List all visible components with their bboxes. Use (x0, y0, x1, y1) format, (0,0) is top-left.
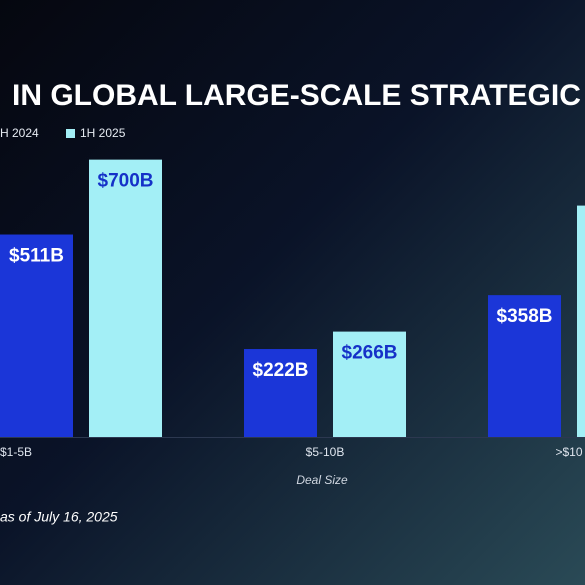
value-label: $222B (253, 360, 309, 381)
x-tick-label: $1-5B (0, 445, 32, 459)
bar (333, 331, 406, 437)
chart-title: IN GLOBAL LARGE-SCALE STRATEGIC DEALM (12, 79, 585, 112)
value-label: $358B (497, 306, 553, 327)
bar (0, 234, 73, 437)
value-label: $511B (9, 246, 64, 267)
x-tick-label: $5-10B (306, 445, 345, 459)
legend-label: H 2024 (0, 126, 39, 140)
bar (577, 205, 585, 437)
x-axis-label: Deal Size (296, 473, 348, 487)
bar (244, 349, 317, 437)
value-label: $266B (342, 343, 398, 364)
footnote: as of July 16, 2025 (0, 509, 118, 525)
bar (488, 295, 561, 437)
bar (89, 159, 162, 437)
value-label: $700B (98, 171, 154, 192)
x-tick-label: >$10 (555, 445, 582, 459)
legend-label: 1H 2025 (80, 126, 126, 140)
legend-swatch (66, 129, 75, 138)
